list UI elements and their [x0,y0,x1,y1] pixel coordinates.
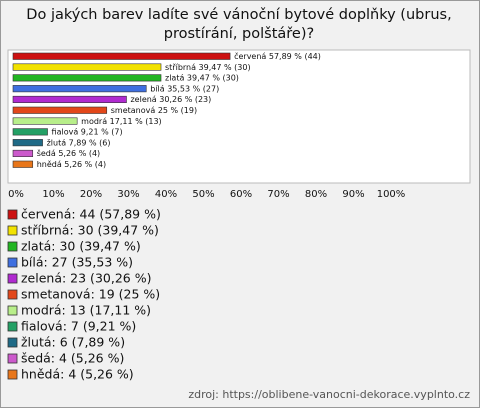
data-label: šedá 5,26 % (4) [37,148,100,158]
bar [12,128,48,136]
legend-entry: zlatá: 30 (39,47 %) [21,239,141,254]
x-tick-label: 80% [305,189,327,200]
data-label: stříbrná 39,47 % (30) [165,63,251,72]
legend-entry: fialová: 7 (9,21 %) [21,319,136,334]
x-tick-label: 50% [192,189,214,200]
x-tick-label: 10% [42,189,64,200]
chart-title: Do jakých barev ladíte své vánoční bytov… [26,7,452,42]
x-tick-label: 60% [230,189,252,200]
bar [12,160,34,168]
x-tick-label: 100% [377,189,406,200]
bar [12,74,162,82]
legend-entry: šedá: 4 (5,26 %) [21,351,124,366]
legend-entry: hnědá: 4 (5,26 %) [21,367,134,382]
legend-swatch [7,369,18,380]
data-label: zelená 30,26 % (23) [130,95,211,104]
bar [12,149,34,157]
legend-entry: zelená: 23 (30,26 %) [21,271,151,286]
legend-swatch [7,337,18,348]
legend-swatch [7,353,18,364]
data-label: červená 57,89 % (44) [234,51,321,61]
legend-entry: červená: 44 (57,89 %) [21,207,161,222]
bar [12,106,108,114]
data-label: bílá 35,53 % (27) [150,84,219,93]
x-tick-label: 70% [267,189,289,200]
legend-swatch [7,273,18,284]
bar [12,63,162,71]
legend-entry: smetanová: 19 (25 %) [21,287,160,302]
x-tick-label: 40% [155,189,177,200]
legend-swatch [7,321,18,332]
bar [12,52,231,60]
bar [12,139,43,147]
legend-swatch [7,241,18,252]
source: zdroj: https://oblibene-vanocni-dekorace… [188,388,470,401]
data-label: smetanová 25 % (19) [111,106,197,115]
x-tick-label: 20% [80,189,102,200]
data-label: hnědá 5,26 % (4) [37,160,106,169]
legend-entry: bílá: 27 (35,53 %) [21,255,133,270]
data-label: fialová 9,21 % (7) [52,128,123,137]
legend-swatch [7,257,18,268]
x-tick-label: 0% [8,189,24,200]
legend-entry: stříbrná: 30 (39,47 %) [21,223,159,238]
legend-swatch [7,209,18,220]
bar [12,117,78,125]
data-label: žlutá 7,89 % (6) [47,138,111,147]
x-tick-label: 30% [117,189,139,200]
legend-swatch [7,305,18,316]
bar [12,95,127,103]
legend-entry: modrá: 13 (17,11 %) [21,303,151,318]
legend-entry: žlutá: 6 (7,89 %) [21,335,125,350]
data-label: modrá 17,11 % (13) [81,117,162,126]
x-tick-label: 90% [342,189,364,200]
plot-area [7,49,471,184]
data-label: zlatá 39,47 % (30) [165,74,239,83]
legend-swatch [7,289,18,300]
legend-swatch [7,225,18,236]
bar [12,85,147,93]
